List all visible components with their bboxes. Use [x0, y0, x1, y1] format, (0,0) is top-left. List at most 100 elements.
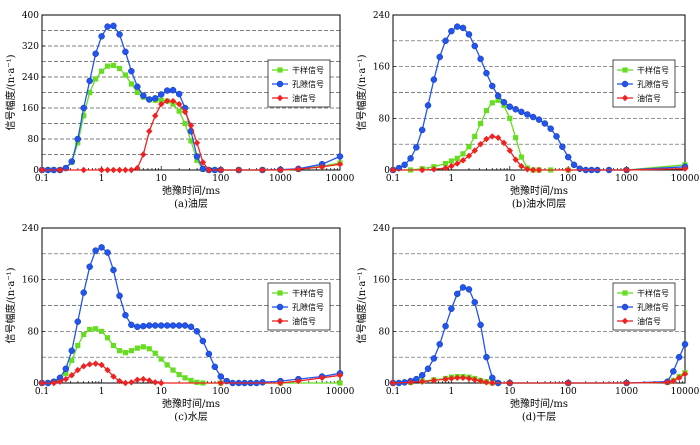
data-point	[489, 100, 495, 106]
data-point	[38, 379, 46, 387]
x-axis-title: 弛豫时间/ms	[162, 184, 220, 197]
data-point	[122, 72, 129, 78]
data-point	[110, 342, 117, 349]
y-tick-label: 80	[28, 135, 40, 145]
legend-marker	[277, 67, 283, 73]
data-point	[63, 370, 69, 376]
data-point	[466, 144, 472, 150]
y-tick-label: 0	[33, 379, 39, 389]
data-point	[418, 372, 426, 379]
y-tick-label: 240	[373, 224, 390, 234]
y-tick-label: 0	[384, 379, 390, 389]
data-point	[535, 116, 543, 123]
data-point	[80, 363, 87, 370]
panel-caption: (d)干层	[522, 411, 556, 423]
data-point	[199, 165, 207, 173]
series-2	[38, 97, 344, 174]
series-2	[389, 133, 689, 174]
x-tick-label: 10000	[326, 174, 355, 184]
data-point	[169, 97, 177, 105]
x-tick-label: 1000	[615, 387, 638, 397]
data-point	[623, 166, 630, 174]
data-point	[477, 321, 484, 329]
data-point	[506, 147, 513, 154]
legend-label: 孔隙信号	[292, 79, 324, 89]
data-point	[547, 125, 554, 132]
data-point	[98, 361, 105, 369]
data-point	[98, 33, 105, 40]
data-point	[193, 139, 201, 147]
data-point	[681, 370, 689, 378]
data-point	[116, 348, 123, 354]
data-point	[205, 350, 213, 358]
plot-frame	[41, 14, 341, 171]
data-point	[407, 155, 414, 162]
data-point	[56, 378, 64, 385]
legend-marker	[621, 80, 629, 88]
data-point	[151, 322, 159, 329]
y-tick-label: 0	[33, 166, 39, 176]
y-tick-label: 160	[373, 63, 390, 73]
data-point	[477, 140, 484, 148]
data-point	[318, 374, 326, 382]
data-point	[93, 76, 99, 82]
data-point	[495, 97, 501, 103]
data-point	[512, 106, 519, 113]
x-tick-label: 10	[504, 174, 516, 184]
data-point	[681, 165, 689, 172]
data-point	[483, 107, 490, 114]
series-line	[393, 99, 686, 171]
data-point	[459, 284, 467, 291]
data-point	[110, 166, 117, 174]
data-point	[140, 322, 147, 330]
legend-label: 油信号	[637, 316, 661, 326]
series-line	[42, 328, 340, 384]
y-tick-label: 240	[373, 11, 390, 21]
x-tick-label: 1	[99, 174, 105, 184]
data-point	[336, 372, 344, 379]
data-point	[448, 375, 455, 382]
data-point	[116, 65, 123, 72]
series-line	[392, 372, 686, 384]
y-axis-title: 信号幅度/(n·a⁻¹)	[4, 54, 17, 130]
data-point	[199, 159, 207, 166]
data-point	[116, 292, 123, 300]
data-point	[104, 366, 111, 374]
data-point	[430, 377, 438, 384]
legend-label: 干样信号	[292, 65, 324, 75]
data-point	[465, 31, 473, 38]
data-point	[110, 266, 117, 274]
data-point	[494, 92, 502, 99]
data-point	[134, 83, 141, 90]
legend-label: 孔隙信号	[637, 79, 669, 89]
data-point	[418, 126, 426, 134]
data-point	[459, 374, 467, 382]
data-point	[459, 24, 467, 32]
data-point	[163, 322, 171, 329]
data-point	[337, 380, 343, 386]
data-point	[448, 162, 455, 170]
x-tick-label: 1	[99, 387, 105, 397]
data-point	[158, 100, 165, 108]
data-point	[134, 89, 140, 96]
data-point	[80, 104, 87, 112]
data-point	[122, 350, 129, 356]
data-point	[430, 355, 438, 362]
data-point	[483, 135, 490, 143]
data-point	[442, 160, 449, 167]
data-point	[564, 153, 572, 161]
data-point	[518, 154, 525, 160]
data-point	[535, 166, 543, 174]
y-tick-label: 240	[22, 73, 39, 83]
x-tick-label: 100	[560, 387, 577, 397]
data-point	[454, 374, 461, 382]
x-tick-label: 1000	[615, 174, 638, 184]
chart-panel-3: 0.1 1 10 100 1000 10000 0 80 160 240 弛豫时间/ms 信号幅度/(…	[355, 224, 700, 423]
x-tick-label: 10000	[671, 387, 700, 397]
data-point	[460, 151, 466, 157]
data-point	[110, 22, 117, 30]
